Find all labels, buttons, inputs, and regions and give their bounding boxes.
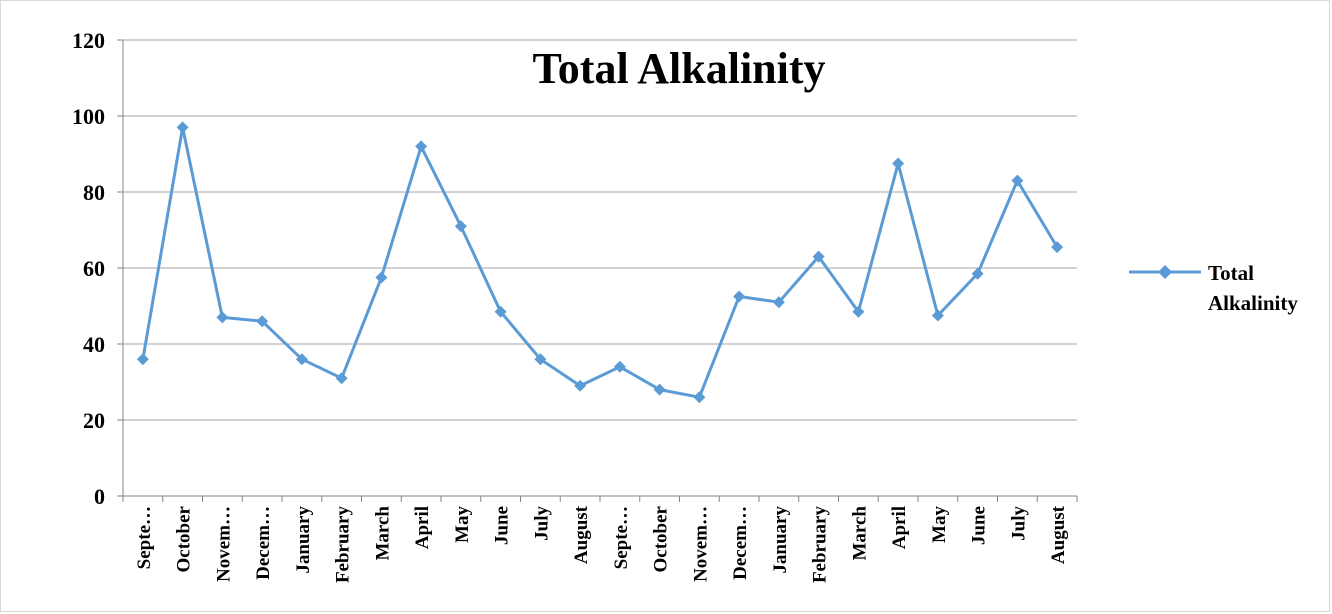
data-point: [931, 309, 944, 322]
x-tick-label: January: [770, 506, 791, 574]
y-tick-label: 0: [94, 484, 105, 509]
data-point: [852, 305, 865, 318]
data-point: [693, 391, 706, 404]
data-point: [176, 121, 189, 134]
x-tick-label: Novem…: [690, 506, 711, 582]
x-tick-label: Decem…: [253, 506, 274, 580]
data-point: [892, 157, 905, 170]
data-point: [335, 372, 348, 385]
data-point: [295, 353, 308, 366]
data-point: [733, 290, 746, 303]
data-point: [1011, 174, 1024, 187]
y-tick-label: 80: [83, 180, 105, 205]
series-layer: [136, 121, 1064, 404]
gridlines: [123, 39, 1077, 421]
data-point: [136, 353, 149, 366]
x-tick-label: June: [969, 506, 990, 545]
data-point: [454, 220, 467, 233]
data-point: [653, 383, 666, 396]
y-tick-label: 60: [83, 256, 105, 281]
x-tick-label: April: [889, 506, 910, 549]
data-point: [534, 353, 547, 366]
x-tick-label: Septe…: [611, 506, 632, 569]
x-tick-label: Novem…: [213, 506, 234, 582]
y-tick-label: 40: [83, 332, 105, 357]
data-point: [256, 315, 269, 328]
data-point: [574, 379, 587, 392]
y-tick-label: 120: [72, 28, 105, 53]
x-tick-label: April: [412, 506, 433, 549]
x-tick-label: May: [452, 506, 473, 543]
x-tick-label: June: [492, 506, 513, 545]
x-tick-label: August: [1048, 505, 1069, 564]
x-tick-label: July: [1008, 506, 1029, 541]
series-line-total-alkalinity: [141, 125, 1059, 399]
data-point: [613, 360, 626, 373]
data-point: [216, 311, 229, 324]
legend-label-line2: Alkalinity: [1208, 291, 1298, 315]
x-tick-label: March: [849, 506, 870, 561]
x-tick-label: February: [333, 506, 354, 584]
x-tick-label: March: [372, 506, 393, 561]
x-tick-label: Decem…: [730, 506, 751, 580]
data-point: [812, 250, 825, 263]
x-tick-label: July: [531, 506, 552, 541]
legend: Total Alkalinity: [1129, 261, 1298, 315]
data-point: [375, 271, 388, 284]
x-tick-label: Septe…: [134, 506, 155, 569]
x-tick-label: October: [651, 505, 672, 572]
x-tick-label: May: [929, 506, 950, 543]
x-tick-label: February: [810, 506, 831, 584]
legend-marker-swatch: [1158, 265, 1172, 279]
data-point: [772, 296, 785, 309]
legend-label-line1: Total: [1208, 261, 1254, 285]
x-tick-label: October: [174, 505, 195, 572]
y-tick-label: 100: [72, 104, 105, 129]
data-point: [1051, 241, 1064, 254]
chart-title: Total Alkalinity: [532, 44, 825, 93]
data-point: [415, 140, 428, 153]
x-tick-label: January: [293, 506, 314, 574]
y-tick-label: 20: [83, 408, 105, 433]
x-tick-label: August: [571, 505, 592, 564]
data-point: [971, 267, 984, 280]
data-point: [494, 305, 507, 318]
axes: 0 20 40 60 80 100 120 Septe… October Novem… Decem……: [72, 28, 1078, 584]
